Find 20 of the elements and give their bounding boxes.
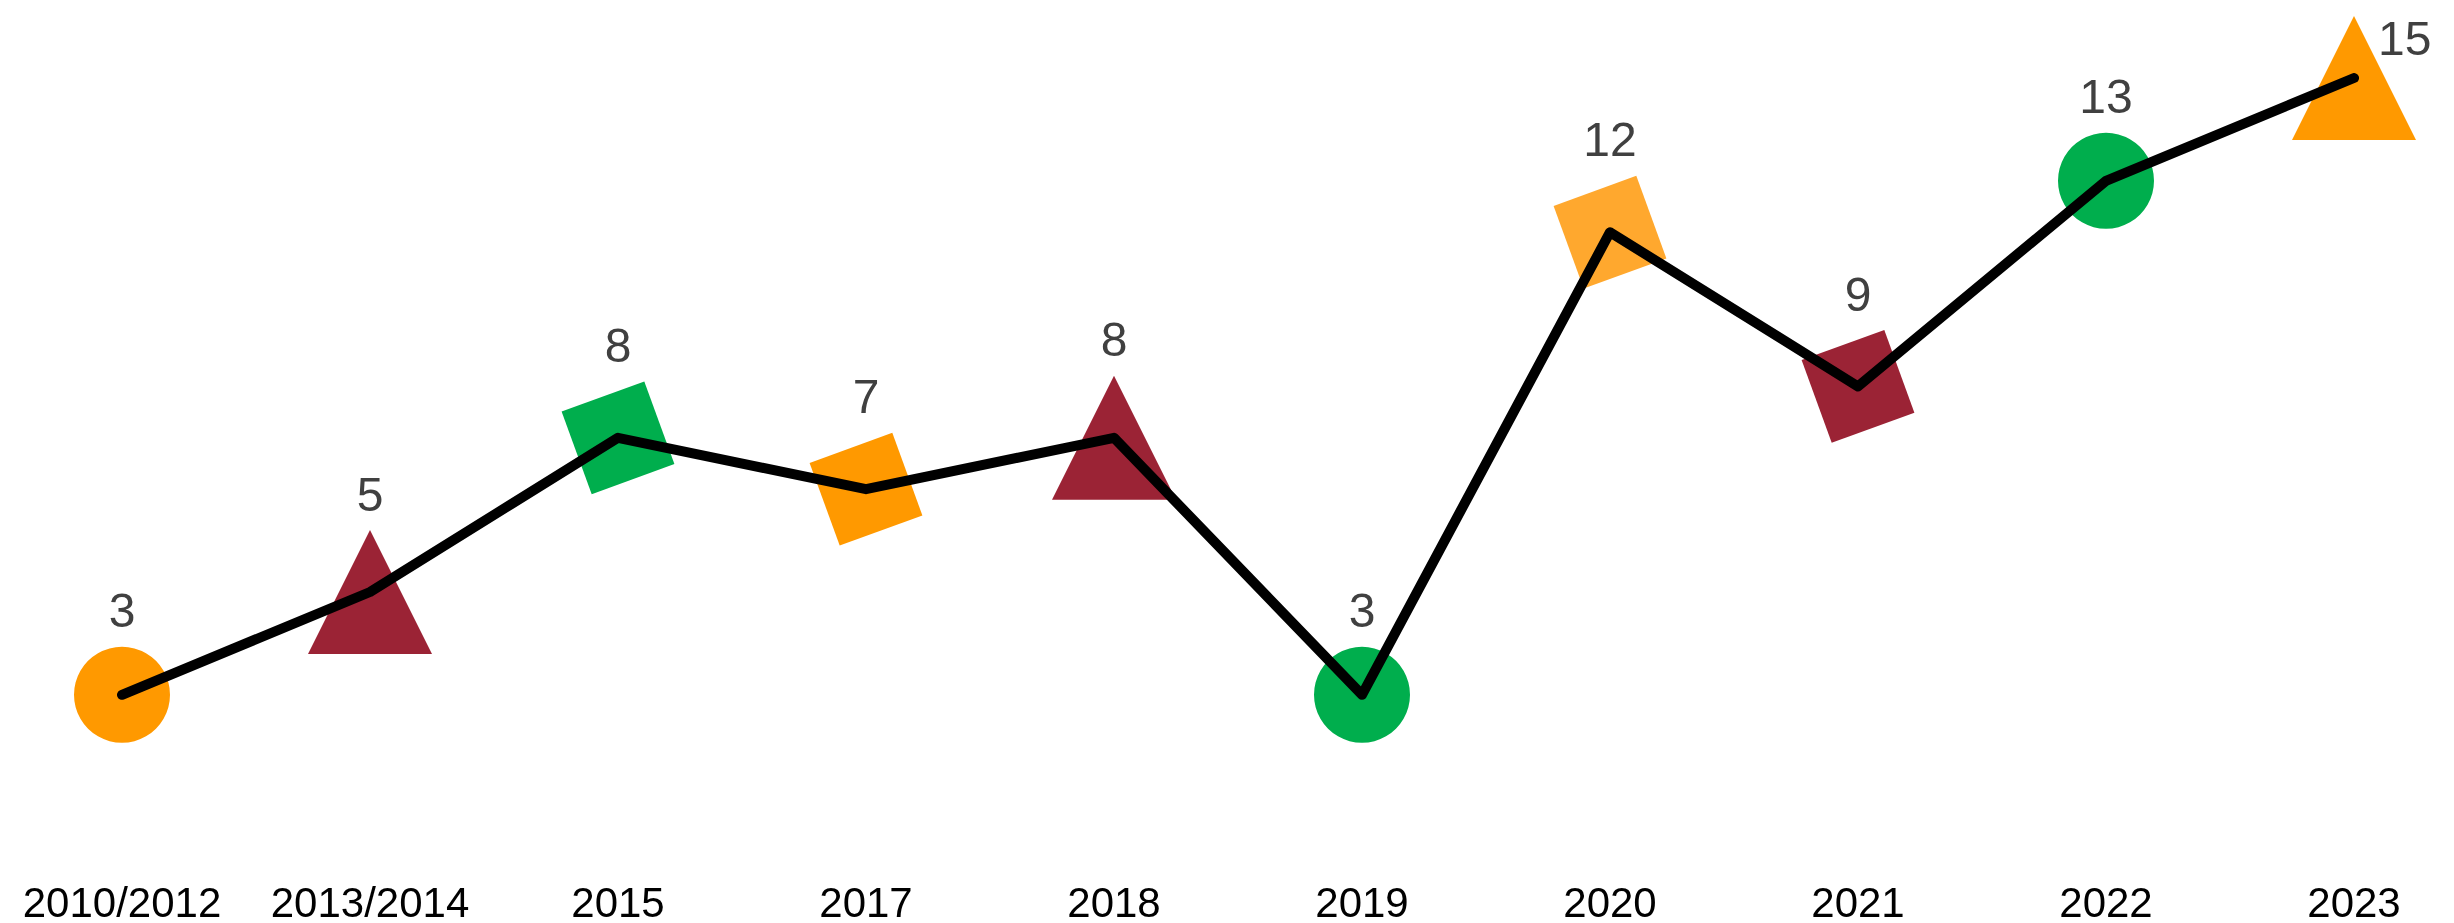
x-tick-label: 2023 [2307,878,2401,923]
data-label: 7 [852,370,880,424]
data-label: 5 [356,467,384,521]
data-label: 3 [1348,584,1376,638]
x-tick-label: 2021 [1811,878,1905,923]
x-tick-label: 2019 [1315,878,1409,923]
x-tick-label: 2010/2012 [22,878,222,923]
data-label: 15 [2378,11,2432,65]
data-label: 13 [2079,70,2133,124]
x-tick-label: 2015 [571,878,665,923]
x-tick-label: 2020 [1563,878,1657,923]
x-tick-label: 2022 [2059,878,2153,923]
x-tick-label: 2018 [1067,878,1161,923]
data-label: 12 [1583,113,1637,167]
x-tick-label: 2013/2014 [270,878,470,923]
data-label: 8 [604,318,632,372]
data-label: 8 [1100,313,1128,367]
data-label: 3 [108,584,136,638]
x-tick-label: 2017 [819,878,913,923]
data-label: 9 [1844,267,1872,321]
